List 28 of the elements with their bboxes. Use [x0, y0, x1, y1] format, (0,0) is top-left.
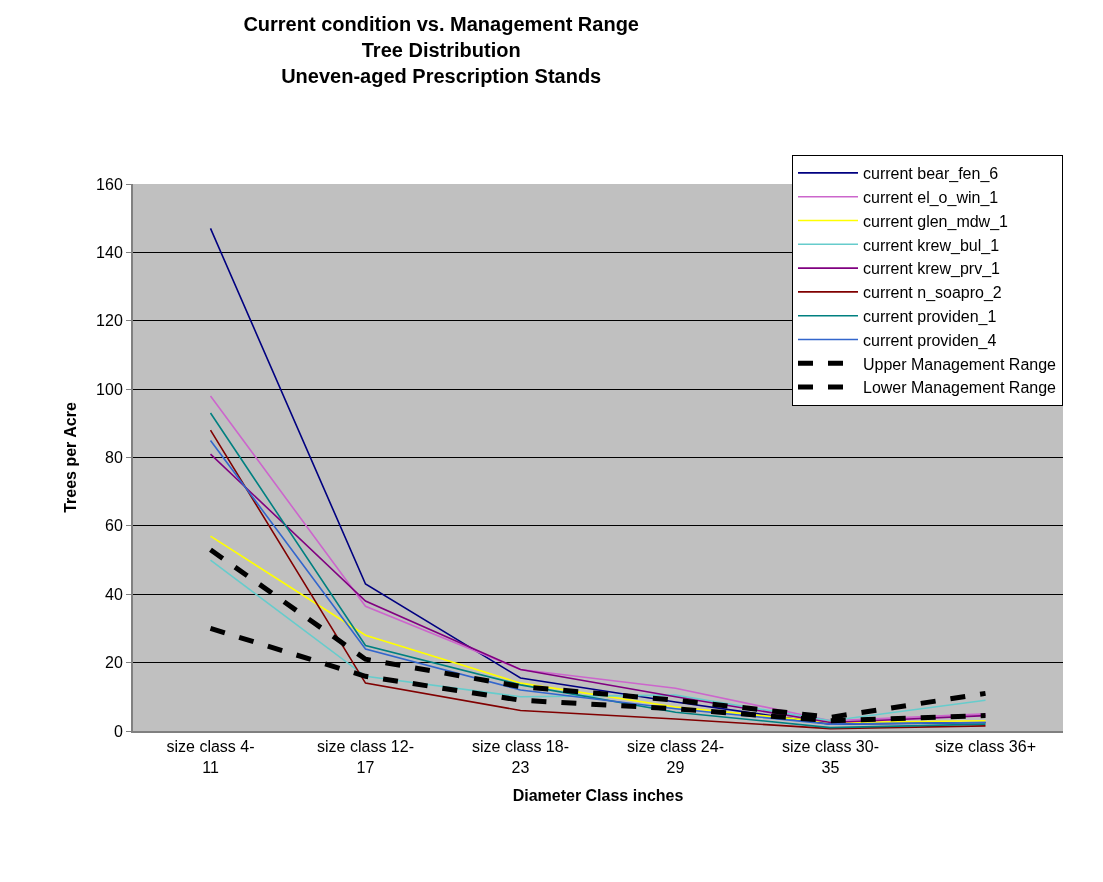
y-tick-label: 0	[113, 722, 123, 740]
y-axis-title: Trees per Acre	[62, 402, 80, 513]
y-tick-label: 80	[105, 449, 123, 467]
y-tick-label: 40	[105, 585, 123, 603]
legend-label: current n_soapro_2	[863, 284, 1002, 303]
legend-label: current krew_bul_1	[863, 236, 1000, 255]
y-tick-label: 100	[96, 380, 123, 398]
y-tick-label: 160	[96, 175, 123, 193]
legend-label: Lower Management Range	[863, 379, 1057, 397]
x-tick-label: size class 12-17	[317, 738, 414, 776]
legend-label: current providen_4	[863, 331, 997, 350]
x-tick-label: size class 30-35	[782, 738, 879, 776]
y-tick-label: 120	[96, 312, 123, 330]
y-tick-label: 20	[105, 654, 123, 672]
x-tick-label: size class 36+	[935, 738, 1036, 756]
legend-label: current krew_prv_1	[863, 260, 1001, 279]
x-axis-title: Diameter Class inches	[512, 787, 684, 805]
x-tick-label: size class 4-11	[166, 738, 255, 776]
legend-label: current providen_1	[863, 307, 997, 326]
chart-title: Current condition vs. Management Range Tree Distribution Uneven-aged Prescription Stands	[243, 12, 639, 87]
legend-label: current bear_fen_6	[863, 165, 999, 184]
y-tick-label: 140	[96, 243, 123, 261]
x-tick-label: size class 18-23	[472, 738, 569, 776]
legend-label: current el_o_win_1	[863, 188, 999, 207]
legend-label: current glen_mdw_1	[863, 212, 1009, 231]
legend-label: Upper Management Range	[863, 355, 1057, 373]
x-tick-label: size class 24-29	[627, 738, 724, 776]
y-tick-label: 60	[105, 517, 123, 535]
